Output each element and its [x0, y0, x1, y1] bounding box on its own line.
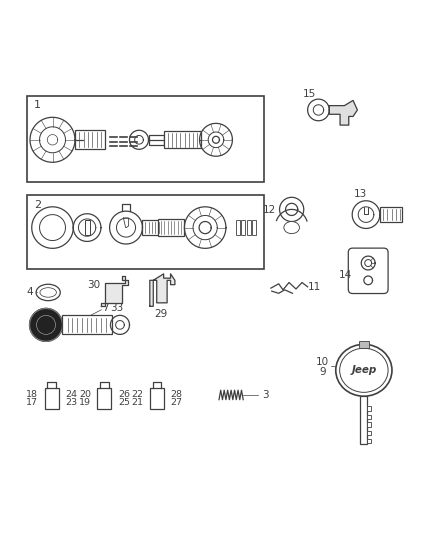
Text: 10: 10 [316, 357, 329, 367]
Bar [148, 135, 164, 145]
Bar [164, 131, 201, 149]
Bar [27, 96, 265, 182]
Text: 27: 27 [171, 398, 183, 407]
Bar [236, 220, 240, 236]
Bar [367, 406, 371, 410]
Bar [367, 431, 371, 435]
FancyBboxPatch shape [348, 248, 388, 294]
Bar [75, 130, 105, 149]
Bar [98, 387, 111, 409]
Text: 13: 13 [354, 189, 367, 199]
Text: 1: 1 [34, 100, 41, 110]
Ellipse shape [36, 284, 60, 301]
Text: 29: 29 [154, 309, 167, 319]
Bar [360, 396, 367, 444]
Bar [247, 220, 251, 236]
Text: 26: 26 [118, 390, 130, 399]
Text: 18: 18 [26, 390, 38, 399]
Ellipse shape [284, 222, 300, 233]
Bar [45, 387, 59, 409]
Bar [380, 207, 403, 222]
Bar [367, 439, 371, 443]
Bar [150, 387, 164, 409]
Text: 9: 9 [319, 367, 326, 377]
Text: 11: 11 [307, 282, 321, 292]
Text: 30: 30 [87, 280, 100, 289]
Text: 17: 17 [26, 398, 38, 407]
Polygon shape [150, 274, 175, 306]
Bar [159, 219, 184, 236]
Bar [63, 316, 112, 334]
Text: 25: 25 [118, 398, 130, 407]
Ellipse shape [336, 344, 392, 396]
Bar [252, 220, 256, 236]
Text: 4: 4 [27, 287, 33, 297]
Bar [367, 415, 371, 419]
Text: 15: 15 [303, 88, 316, 99]
Text: 20: 20 [79, 390, 91, 399]
Ellipse shape [339, 348, 388, 392]
Bar [142, 220, 162, 236]
Text: 28: 28 [171, 390, 183, 399]
Circle shape [30, 309, 63, 341]
Text: 2: 2 [34, 200, 41, 209]
Circle shape [279, 197, 304, 222]
Text: Jeep: Jeep [351, 365, 377, 375]
Text: 19: 19 [79, 398, 91, 407]
Text: 33: 33 [110, 303, 123, 312]
Text: 23: 23 [65, 398, 77, 407]
Text: 3: 3 [262, 390, 269, 400]
Text: 14: 14 [339, 270, 352, 280]
Polygon shape [329, 100, 357, 125]
Bar [85, 220, 90, 236]
Bar [241, 220, 245, 236]
Text: 24: 24 [65, 390, 77, 399]
Bar [367, 422, 371, 426]
Text: 21: 21 [132, 398, 144, 407]
Text: 7: 7 [102, 303, 109, 312]
Polygon shape [101, 276, 128, 306]
Bar [359, 341, 369, 348]
Bar [27, 195, 265, 269]
Text: 12: 12 [262, 205, 276, 215]
Ellipse shape [40, 288, 57, 297]
Text: 22: 22 [132, 390, 144, 399]
